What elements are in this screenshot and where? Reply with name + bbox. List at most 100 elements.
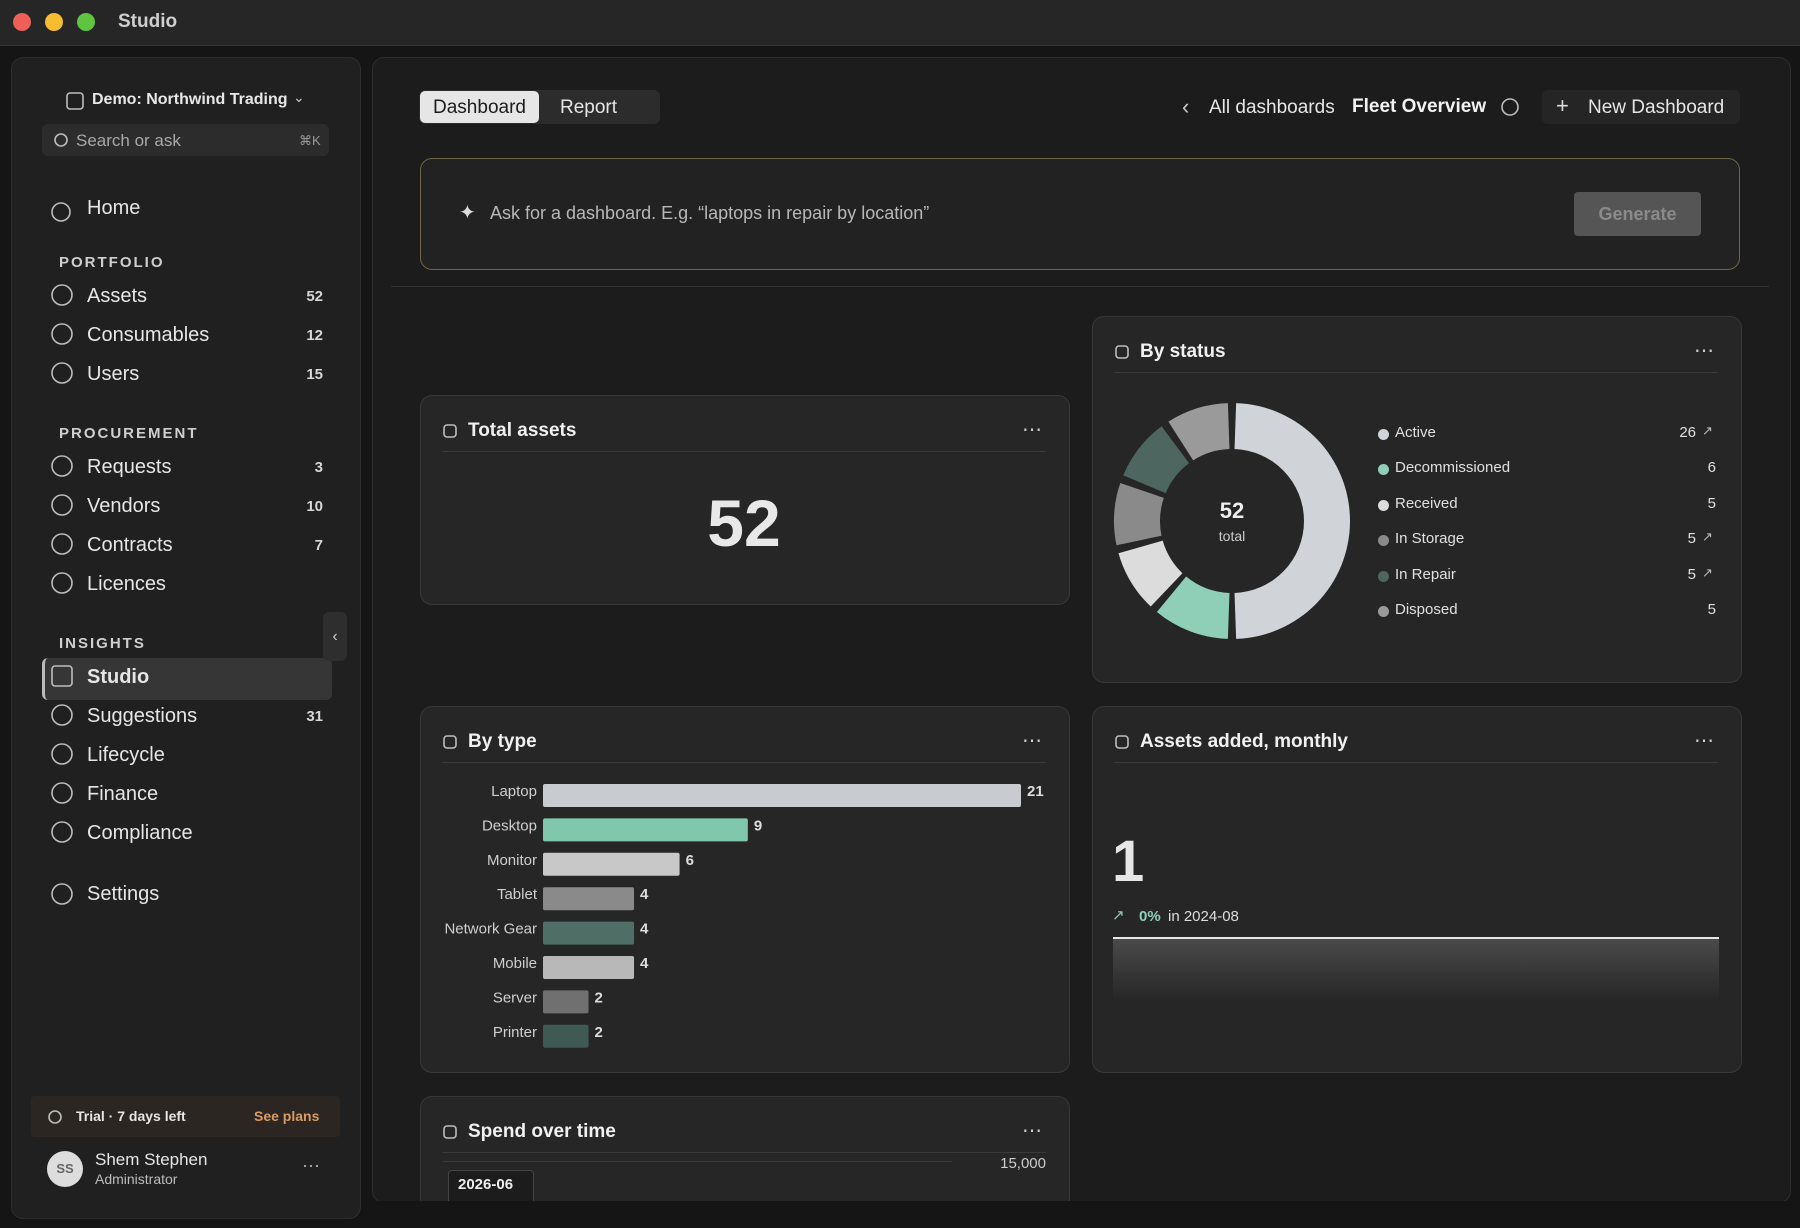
widget-card: [420, 706, 1070, 1073]
spend-tooltip-date: 2026-06: [458, 1176, 514, 1193]
nav-item[interactable]: Suggestions: [87, 705, 198, 727]
legend-value: 5: [1687, 530, 1696, 548]
bar: [543, 990, 589, 1014]
icon-shape: [51, 743, 73, 765]
tab[interactable]: Dashboard: [433, 97, 526, 118]
widget-menu[interactable]: ⋯: [1022, 730, 1042, 752]
collapse-button[interactable]: ‹: [323, 612, 347, 661]
bar-label: Laptop: [491, 783, 537, 800]
prompt-box[interactable]: [420, 158, 1740, 270]
nav-count: 3: [314, 459, 323, 476]
icon: [51, 883, 73, 905]
avatar: SS: [47, 1151, 83, 1187]
legend-swatch: [1378, 606, 1389, 617]
icon: [51, 821, 73, 843]
workspace-chevron: ⌄: [293, 89, 305, 105]
icon: [1501, 98, 1519, 116]
nav-item[interactable]: Users: [87, 363, 140, 385]
icon-shape: [51, 782, 73, 804]
icon: [51, 704, 73, 726]
donut-total: 52: [1220, 498, 1244, 523]
bar-value: 6: [686, 852, 694, 869]
icon-shape: [48, 1110, 62, 1124]
nav-item[interactable]: Vendors: [87, 495, 161, 517]
monthly-change: 0%: [1139, 908, 1161, 925]
trial-link[interactable]: See plans: [254, 1108, 320, 1124]
new-dashboard-label[interactable]: New Dashboard: [1588, 97, 1725, 118]
nav-item[interactable]: Contracts: [87, 534, 173, 556]
nav-active-bg: [42, 658, 332, 700]
bar: [543, 852, 680, 876]
spend-gridline: [442, 1161, 952, 1162]
icon: [443, 424, 457, 438]
nav-item[interactable]: Finance: [87, 783, 159, 805]
nav-item[interactable]: Lifecycle: [87, 744, 165, 766]
icon-shape: [1501, 98, 1519, 116]
sidebar: [11, 57, 361, 1219]
bar-value: 4: [640, 921, 649, 938]
legend-swatch: [1378, 429, 1389, 440]
donut-chart: 52 total: [1114, 403, 1351, 639]
nav-item[interactable]: Consumables: [87, 324, 210, 346]
icon: [1115, 735, 1129, 749]
nav-count: 15: [306, 366, 323, 383]
tab[interactable]: Report: [560, 97, 618, 118]
bar: [543, 1024, 589, 1048]
section-title: PORTFOLIO: [59, 254, 165, 271]
new-dashboard-button[interactable]: [1542, 90, 1740, 124]
prompt-placeholder: Ask for a dashboard. E.g. “laptops in re…: [490, 203, 930, 223]
legend-value: 5: [1687, 565, 1696, 583]
section-title: PROCUREMENT: [59, 425, 199, 442]
nav-item[interactable]: Assets: [87, 285, 148, 307]
trend-arrow: ↗: [1702, 529, 1713, 545]
zoom-button[interactable]: [77, 13, 95, 31]
nav-item[interactable]: Requests: [87, 456, 172, 478]
widget-card: [420, 395, 1070, 605]
nav-item[interactable]: Studio: [87, 666, 150, 688]
widget-divider: [442, 762, 1046, 763]
icon-shape: [443, 1125, 457, 1139]
nav-settings[interactable]: Settings: [87, 883, 160, 905]
back-chevron[interactable]: ‹: [1182, 94, 1190, 119]
bar-value: 2: [595, 989, 603, 1006]
icon-shape: [54, 133, 68, 147]
legend-label: Disposed: [1395, 601, 1458, 618]
icon: [51, 323, 73, 345]
spend-tick: 15,000: [1000, 1155, 1046, 1172]
icon: [443, 1125, 457, 1139]
search-box[interactable]: [42, 124, 329, 156]
user-name[interactable]: Shem Stephen: [95, 1150, 208, 1169]
icon-shape: [51, 883, 73, 905]
nav-home[interactable]: Home: [87, 197, 141, 219]
legend-swatch: [1378, 464, 1389, 476]
icon-shape: [1115, 735, 1129, 749]
user-menu[interactable]: ⋯: [302, 1156, 320, 1176]
widget-menu[interactable]: ⋯: [1694, 340, 1714, 362]
widget-menu[interactable]: ⋯: [1022, 1120, 1042, 1142]
widget-title: Spend over time: [468, 1121, 616, 1142]
bar-label: Printer: [493, 1024, 537, 1041]
generate-button[interactable]: Generate: [1574, 192, 1701, 236]
legend-value: 5: [1707, 494, 1716, 512]
widget-menu[interactable]: ⋯: [1694, 730, 1714, 752]
icon-shape: [51, 362, 73, 384]
legend-label: In Repair: [1395, 565, 1456, 583]
minimize-button[interactable]: [45, 13, 63, 31]
widget-menu[interactable]: ⋯: [1022, 419, 1042, 441]
nav-count: 12: [306, 327, 323, 344]
sparkle: ✦: [459, 202, 476, 224]
widget-divider: [1114, 762, 1718, 763]
icon-shape: [51, 323, 73, 345]
icon: [51, 284, 73, 306]
nav-item[interactable]: Licences: [87, 573, 166, 595]
separator: [391, 286, 1769, 287]
back-link[interactable]: All dashboards: [1209, 97, 1335, 118]
bar-value: 21: [1027, 783, 1044, 800]
close-button[interactable]: [13, 13, 31, 31]
icon: [1115, 345, 1129, 359]
icon: [66, 92, 84, 110]
legend-swatch: [1378, 499, 1389, 511]
workspace-switcher[interactable]: Demo: Northwind Trading: [92, 91, 288, 108]
widget-divider: [442, 451, 1046, 452]
nav-item[interactable]: Compliance: [87, 822, 193, 844]
